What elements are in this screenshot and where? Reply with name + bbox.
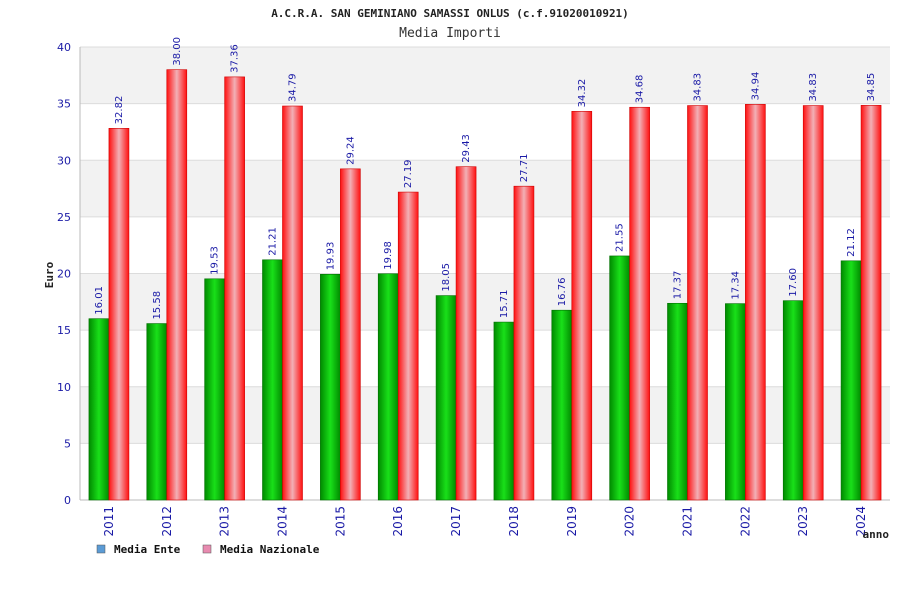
y-tick-label: 5: [64, 437, 71, 450]
value-label-media-ente-2021: 17.37: [673, 271, 684, 300]
x-tick-label-2013: 2013: [218, 506, 232, 537]
value-label-media-nazionale-2013: 37.36: [230, 44, 241, 73]
bar-media-nazionale-2022: [745, 104, 766, 501]
value-label-media-nazionale-2021: 34.83: [693, 73, 704, 102]
plot-band: [80, 160, 890, 217]
bar-media-nazionale-2014: [282, 105, 303, 501]
bar-media-nazionale-2020: [629, 106, 650, 501]
value-label-media-nazionale-2018: 27.71: [519, 154, 530, 183]
x-tick-label-2012: 2012: [160, 506, 174, 537]
y-tick-label: 20: [57, 268, 71, 281]
value-label-media-nazionale-2023: 34.83: [808, 73, 819, 102]
y-axis-label: Euro: [43, 261, 56, 288]
value-label-media-nazionale-2015: 29.24: [345, 136, 356, 165]
value-label-media-nazionale-2024: 34.85: [866, 73, 877, 102]
bar-media-nazionale-2021: [687, 105, 708, 501]
value-label-media-nazionale-2014: 34.79: [288, 73, 299, 102]
bar-media-nazionale-2023: [802, 105, 824, 501]
bar-media-ente-2019: [551, 309, 573, 501]
value-label-media-ente-2016: 19.98: [383, 241, 394, 270]
bar-media-nazionale-2012: [166, 69, 188, 501]
x-tick-label-2014: 2014: [276, 506, 290, 537]
bar-media-ente-2017: [435, 295, 457, 501]
bar-media-nazionale-2013: [224, 76, 245, 501]
value-label-media-nazionale-2022: 34.94: [750, 72, 761, 101]
bar-media-ente-2014: [262, 259, 283, 501]
bar-media-nazionale-2018: [513, 185, 535, 501]
value-label-media-nazionale-2019: 34.32: [577, 79, 588, 108]
value-label-media-ente-2017: 18.05: [441, 263, 452, 292]
bar-media-ente-2018: [493, 321, 515, 501]
value-label-media-ente-2023: 17.60: [788, 268, 799, 297]
y-tick-label: 25: [57, 211, 71, 224]
bar-media-nazionale-2024: [860, 105, 882, 501]
y-tick-label: 10: [57, 381, 71, 394]
x-tick-label-2011: 2011: [102, 506, 116, 537]
x-tick-label-2015: 2015: [333, 506, 347, 537]
y-tick-label: 0: [64, 494, 71, 507]
bar-media-nazionale-2019: [571, 111, 593, 501]
x-tick-label-2017: 2017: [449, 506, 463, 537]
legend-swatch-media-ente: [96, 544, 106, 554]
x-tick-label-2023: 2023: [796, 506, 810, 537]
x-tick-label-2024: 2024: [854, 506, 868, 537]
bar-media-ente-2023: [782, 300, 804, 501]
bar-media-ente-2021: [667, 302, 688, 501]
y-tick-label: 15: [57, 324, 71, 337]
y-axis-ticks: 0 5 10 15 20 25 30 35 40: [57, 41, 71, 507]
plot-band: [80, 386, 890, 444]
legend-label-media-ente: Media Ente: [114, 543, 181, 556]
bar-media-ente-2024: [840, 260, 862, 501]
value-label-media-ente-2012: 15.58: [152, 291, 163, 320]
x-tick-label-2019: 2019: [565, 506, 579, 537]
value-label-media-ente-2020: 21.55: [615, 223, 626, 252]
bar-media-ente-2016: [377, 273, 399, 501]
bar-media-ente-2011: [88, 318, 110, 501]
legend-swatch-media-nazionale: [202, 544, 212, 554]
x-tick-label-2018: 2018: [507, 506, 521, 537]
value-label-media-nazionale-2012: 38.00: [172, 37, 183, 66]
x-axis-label: anno: [863, 528, 890, 541]
bar-media-nazionale-2015: [340, 168, 361, 501]
value-label-media-nazionale-2011: 32.82: [114, 96, 125, 125]
legend-label-media-nazionale: Media Nazionale: [220, 543, 320, 556]
x-tick-label-2021: 2021: [681, 506, 695, 537]
bar-media-ente-2020: [609, 255, 630, 501]
value-label-media-ente-2011: 16.01: [94, 286, 105, 315]
bar-media-ente-2015: [320, 273, 341, 501]
value-label-media-nazionale-2016: 27.19: [403, 159, 414, 188]
chart-subtitle: Media Importi: [399, 26, 501, 41]
bar-media-ente-2022: [725, 303, 746, 501]
bar-media-ente-2012: [146, 323, 168, 501]
value-label-media-ente-2015: 19.93: [325, 242, 336, 271]
value-label-media-ente-2014: 21.21: [268, 227, 279, 256]
chart-title: A.C.R.A. SAN GEMINIANO SAMASSI ONLUS (c.…: [271, 7, 629, 20]
value-label-media-ente-2022: 17.34: [730, 271, 741, 300]
bars: [88, 69, 882, 501]
value-label-media-ente-2019: 16.76: [557, 278, 568, 307]
x-axis-ticks: 2011 2012 2013 2014 2015 2016 2017 2018 2019 2020…: [102, 506, 868, 537]
value-label-media-nazionale-2020: 34.68: [635, 75, 646, 104]
value-label-media-ente-2013: 19.53: [210, 246, 221, 275]
legend: Media Ente Media Nazionale: [96, 543, 320, 556]
bar-media-nazionale-2017: [455, 166, 477, 501]
y-tick-label: 40: [57, 41, 71, 54]
value-labels: 16.01 32.82 15.58 38.00 19.53 37.36 21.21 34.79…: [94, 37, 877, 320]
value-label-media-ente-2018: 15.71: [499, 289, 510, 318]
plot-band: [80, 47, 890, 104]
y-tick-label: 35: [57, 98, 71, 111]
x-tick-label-2020: 2020: [623, 506, 637, 537]
x-tick-label-2016: 2016: [391, 506, 405, 537]
y-tick-label: 30: [57, 154, 71, 167]
bar-media-ente-2013: [204, 278, 225, 501]
plot-band: [80, 273, 890, 331]
bar-media-nazionale-2011: [108, 128, 130, 501]
value-label-media-ente-2024: 21.12: [846, 228, 857, 257]
bar-media-nazionale-2016: [397, 191, 419, 501]
value-label-media-nazionale-2017: 29.43: [461, 134, 472, 163]
x-tick-label-2022: 2022: [738, 506, 752, 537]
